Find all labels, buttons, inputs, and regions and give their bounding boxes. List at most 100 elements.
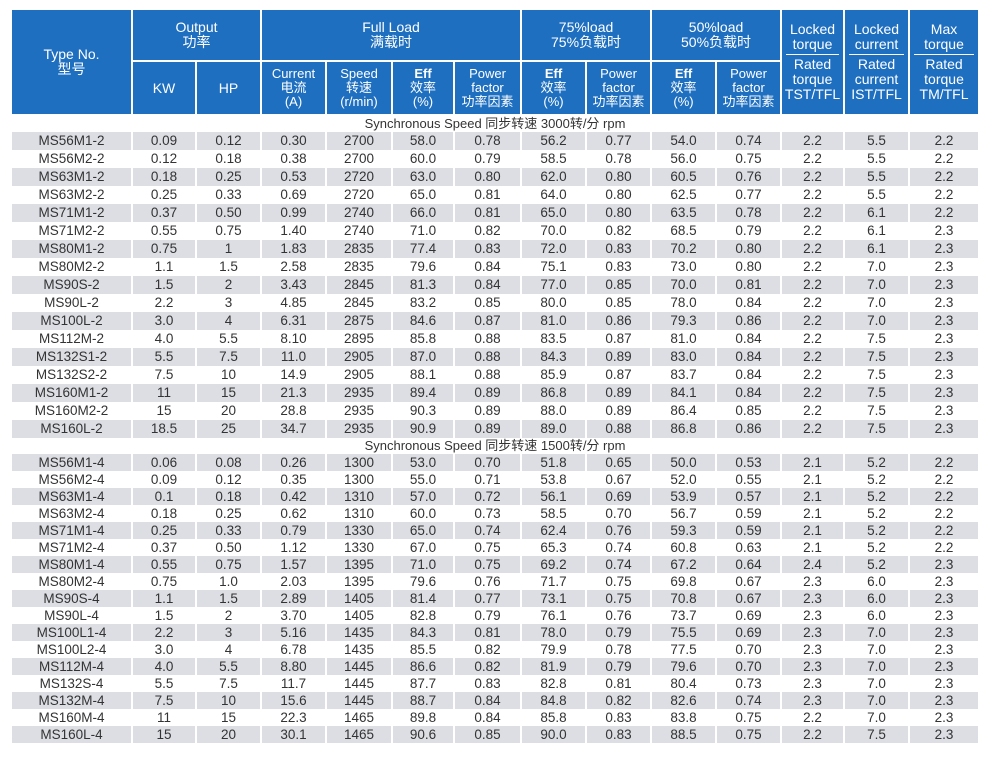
table-cell: 2.1 [780, 471, 846, 488]
table-cell: 0.87 [585, 366, 653, 384]
type-no-cell: MS112M-4 [10, 658, 133, 675]
table-cell: 2.2 [908, 488, 981, 505]
type-no-cell: MS132S-4 [10, 675, 133, 692]
table-cell: 2.3 [908, 258, 981, 276]
table-cell: 7.5 [131, 366, 197, 384]
table-cell: 59.3 [650, 522, 718, 539]
type-no-cell: MS71M1-4 [10, 522, 133, 539]
table-cell: 6.0 [843, 607, 911, 624]
table-cell: 85.8 [391, 330, 455, 348]
table-cell: 1445 [325, 675, 393, 692]
table-cell: 84.3 [520, 348, 588, 366]
table-cell: 2.2 [780, 330, 846, 348]
table-cell: 0.86 [585, 312, 653, 330]
table-cell: 0.69 [715, 607, 783, 624]
table-cell: 2.3 [908, 624, 981, 641]
header-full-load: Full Load 满载时 [259, 8, 523, 62]
table-cell: 65.3 [520, 539, 588, 556]
table-cell: 67.2 [650, 556, 718, 573]
table-cell: 2.03 [260, 573, 327, 590]
table-cell: 0.37 [131, 539, 197, 556]
table-cell: 7.0 [843, 276, 911, 294]
table-cell: 0.81 [452, 186, 523, 204]
table-cell: 60.0 [391, 150, 455, 168]
table-cell: 0.75 [452, 556, 523, 573]
header-eff-50: Eff 效率 (%) [650, 60, 718, 116]
table-cell: 80.0 [520, 294, 588, 312]
table-cell: 0.85 [452, 294, 523, 312]
table-row: MS160L-4 15 20 30.1 1465 90.6 0.85 90.0 0.83 88.5… [10, 726, 981, 743]
table-row: MS63M2-4 0.18 0.25 0.62 1310 60.0 0.73 58.5 0.70… [10, 505, 981, 522]
table-cell: 2.2 [780, 384, 846, 402]
table-cell: 81.4 [391, 590, 455, 607]
table-cell: 0.64 [715, 556, 783, 573]
table-row: MS160M2-2 15 20 28.8 2935 90.3 0.89 88.0 0.89 86.… [10, 402, 981, 420]
table-cell: 2.2 [908, 186, 981, 204]
table-cell: 3 [195, 624, 262, 641]
table-cell: 0.42 [260, 488, 327, 505]
table-cell: 2.2 [908, 454, 981, 471]
table-row: MS100L1-4 2.2 3 5.16 1435 84.3 0.81 78.0 0.79 75.… [10, 624, 981, 641]
table-cell: 67.0 [391, 539, 455, 556]
table-cell: 0.67 [715, 573, 783, 590]
table-cell: 0.69 [715, 624, 783, 641]
table-cell: 0.70 [715, 658, 783, 675]
table-cell: 0.26 [260, 454, 327, 471]
table-cell: 0.25 [195, 505, 262, 522]
table-cell: 7.0 [843, 709, 911, 726]
table-cell: 89.0 [520, 420, 588, 438]
table-cell: 4.0 [131, 330, 197, 348]
table-cell: 0.06 [131, 454, 197, 471]
type-no-cell: MS100L-2 [10, 312, 133, 330]
header-output: Output 功率 [131, 8, 262, 62]
table-cell: 65.0 [520, 204, 588, 222]
table-row: MS90L-2 2.2 3 4.85 2845 83.2 0.85 80.0 0.85 78.0 0… [10, 294, 981, 312]
table-cell: 2.2 [780, 294, 846, 312]
type-no-cell: MS80M2-2 [10, 258, 133, 276]
table-cell: 2.2 [131, 294, 197, 312]
table-cell: 0.81 [585, 675, 653, 692]
table-row: MS100L-2 3.0 4 6.31 2875 84.6 0.87 81.0 0.86 79.3… [10, 312, 981, 330]
table-cell: 1445 [325, 692, 393, 709]
table-cell: 90.0 [520, 726, 588, 743]
table-cell: 0.09 [131, 132, 197, 150]
table-cell: 7.0 [843, 641, 911, 658]
table-cell: 6.1 [843, 204, 911, 222]
table-cell: 3 [195, 294, 262, 312]
table-cell: 22.3 [260, 709, 327, 726]
table-cell: 86.8 [520, 384, 588, 402]
table-cell: 0.89 [585, 402, 653, 420]
table-cell: 0.74 [585, 539, 653, 556]
table-cell: 60.0 [391, 505, 455, 522]
table-row: MS160M1-2 11 15 21.3 2935 89.4 0.89 86.8 0.89 84.… [10, 384, 981, 402]
header-eff-75: Eff 效率 (%) [520, 60, 588, 116]
table-cell: 2.89 [260, 590, 327, 607]
type-no-cell: MS71M1-2 [10, 204, 133, 222]
table-cell: 2.2 [780, 240, 846, 258]
table-cell: 0.25 [131, 522, 197, 539]
table-cell: 0.84 [452, 276, 523, 294]
table-cell: 2935 [325, 420, 393, 438]
table-cell: 2845 [325, 276, 393, 294]
table-row: MS80M2-2 1.1 1.5 2.58 2835 79.6 0.84 75.1 0.83 73… [10, 258, 981, 276]
table-cell: 2895 [325, 330, 393, 348]
table-cell: 0.82 [452, 222, 523, 240]
table-cell: 0.78 [715, 204, 783, 222]
table-cell: 73.7 [650, 607, 718, 624]
table-cell: 0.12 [195, 471, 262, 488]
section-header-row: Synchronous Speed 同步转速 1500转/分 rpm [9, 438, 981, 454]
table-cell: 84.8 [520, 692, 588, 709]
header-current: Current 电流 (A) [260, 60, 327, 116]
table-cell: 73.1 [520, 590, 588, 607]
table-cell: 0.75 [131, 240, 197, 258]
table-cell: 0.82 [452, 658, 523, 675]
table-cell: 1300 [325, 454, 393, 471]
table-cell: 83.7 [650, 366, 718, 384]
table-cell: 56.1 [520, 488, 588, 505]
table-cell: 0.30 [260, 132, 327, 150]
table-cell: 0.85 [585, 276, 653, 294]
table-cell: 0.70 [715, 641, 783, 658]
header-eff: Eff 效率 (%) [391, 60, 455, 116]
type-no-cell: MS80M1-2 [10, 240, 133, 258]
table-cell: 1405 [325, 607, 393, 624]
